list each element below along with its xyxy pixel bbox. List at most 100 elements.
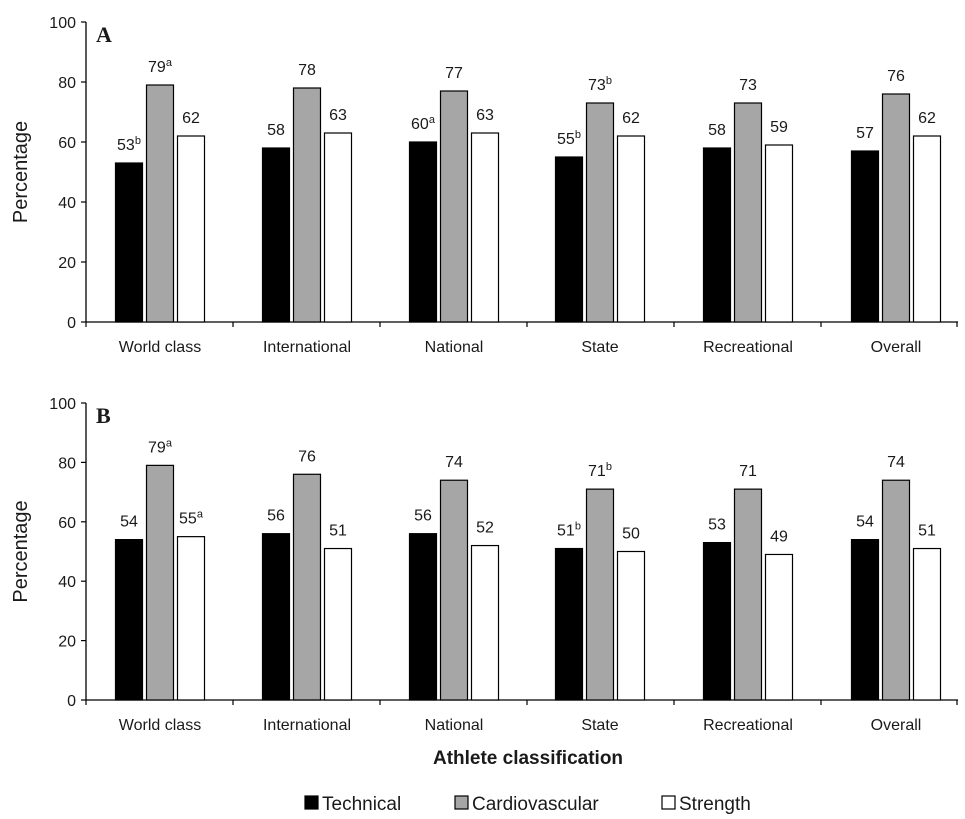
- bar-value-label: 56: [267, 508, 285, 525]
- category-label: State: [581, 339, 618, 356]
- bar-technical: [408, 533, 438, 701]
- bar-value-label: 55a: [179, 509, 204, 528]
- bar-technical: [554, 547, 584, 701]
- superscript-mark: b: [606, 75, 612, 87]
- bar-cardiovascular: [585, 488, 615, 701]
- y-axis-title: Percentage: [10, 500, 32, 602]
- bar-cardiovascular: [585, 102, 615, 323]
- superscript-mark: a: [166, 57, 173, 69]
- bar-strength: [323, 547, 353, 701]
- bar-value-label: 51: [918, 523, 936, 540]
- bar-cardiovascular: [292, 473, 322, 701]
- bar-strength: [912, 135, 942, 323]
- bar-value-label: 54: [856, 514, 874, 531]
- bar-strength: [764, 553, 794, 701]
- bar-value-label: 51b: [557, 521, 581, 540]
- bar-technical: [554, 156, 584, 323]
- bar-value-label: 58: [267, 122, 285, 139]
- bar-cardiovascular: [881, 93, 911, 323]
- panel-letter: A: [96, 22, 112, 47]
- category-label: International: [263, 339, 351, 356]
- y-tick-label: 100: [49, 15, 76, 32]
- y-tick-label: 20: [58, 255, 76, 272]
- bar-cardiovascular: [292, 87, 322, 323]
- superscript-mark: b: [575, 521, 581, 533]
- bar-value-label: 50: [622, 526, 640, 543]
- bar-technical: [850, 150, 880, 323]
- bar-cardiovascular: [439, 90, 469, 323]
- bar-strength: [616, 550, 646, 701]
- legend-swatch-cardiovascular: [454, 795, 469, 810]
- bar-value-label: 49: [770, 528, 788, 545]
- category-label: Overall: [871, 339, 922, 356]
- bar-value-label: 79a: [148, 57, 173, 76]
- bar-cardiovascular: [733, 488, 763, 701]
- superscript-mark: a: [429, 114, 436, 126]
- legend-swatch-strength: [661, 795, 676, 810]
- y-tick-label: 80: [58, 455, 76, 472]
- bar-strength: [616, 135, 646, 323]
- legend-swatch-technical: [304, 795, 319, 810]
- category-label: National: [425, 339, 484, 356]
- bar-value-label: 54: [120, 514, 138, 531]
- category-label: Overall: [871, 717, 922, 734]
- bar-strength: [912, 547, 942, 701]
- bar-cardiovascular: [733, 102, 763, 323]
- legend-label-cardiovascular: Cardiovascular: [472, 794, 599, 814]
- category-label: International: [263, 717, 351, 734]
- bar-technical: [702, 147, 732, 323]
- y-axis-title: Percentage: [10, 121, 32, 223]
- bar-technical: [850, 539, 880, 701]
- bar-value-label: 56: [414, 508, 432, 525]
- bar-value-label: 53: [708, 517, 726, 534]
- bar-value-label: 57: [856, 125, 874, 142]
- y-tick-label: 100: [49, 396, 76, 413]
- y-tick-label: 40: [58, 574, 76, 591]
- bar-strength: [176, 135, 206, 323]
- legend: Technical Cardiovascular Strength: [304, 794, 751, 815]
- bar-value-label: 55b: [557, 129, 581, 148]
- superscript-mark: a: [166, 437, 173, 449]
- bar-cardiovascular: [881, 479, 911, 701]
- bar-value-label: 52: [476, 520, 494, 537]
- bar-value-label: 73: [739, 77, 757, 94]
- bar-strength: [470, 544, 500, 701]
- legend-label-technical: Technical: [322, 794, 401, 814]
- category-label: State: [581, 717, 618, 734]
- superscript-mark: b: [135, 135, 141, 147]
- bar-cardiovascular: [145, 84, 175, 323]
- bar-technical: [261, 533, 291, 701]
- y-tick-label: 80: [58, 75, 76, 92]
- bar-strength: [323, 132, 353, 323]
- panel-letter: B: [96, 403, 111, 428]
- superscript-mark: b: [606, 461, 612, 473]
- bar-value-label: 63: [476, 107, 494, 124]
- panel-a: 0 20 40 60 80 100 Percentage A World class Intern…: [10, 15, 958, 356]
- category-label: World class: [119, 717, 201, 734]
- bar-strength: [176, 536, 206, 701]
- bar-value-label: 53b: [117, 135, 141, 154]
- y-tick-label: 60: [58, 135, 76, 152]
- bar-value-label: 58: [708, 122, 726, 139]
- bar-value-label: 59: [770, 119, 788, 136]
- bar-technical: [261, 147, 291, 323]
- y-tick-label: 0: [67, 315, 76, 332]
- bar-technical: [702, 541, 732, 701]
- bar-strength: [470, 132, 500, 323]
- category-label: Recreational: [703, 339, 793, 356]
- bar-value-label: 78: [298, 62, 316, 79]
- bar-value-label: 60a: [411, 114, 436, 133]
- y-tick-label: 40: [58, 195, 76, 212]
- bar-value-label: 62: [918, 110, 936, 127]
- bar-value-label: 73b: [588, 75, 612, 94]
- bar-strength: [764, 144, 794, 323]
- bar-value-label: 74: [887, 454, 905, 471]
- bar-value-label: 76: [298, 448, 316, 465]
- y-tick-label: 0: [67, 693, 76, 710]
- bar-value-label: 62: [182, 110, 200, 127]
- category-label: National: [425, 717, 484, 734]
- bar-technical: [114, 162, 144, 323]
- bar-value-label: 51: [329, 523, 347, 540]
